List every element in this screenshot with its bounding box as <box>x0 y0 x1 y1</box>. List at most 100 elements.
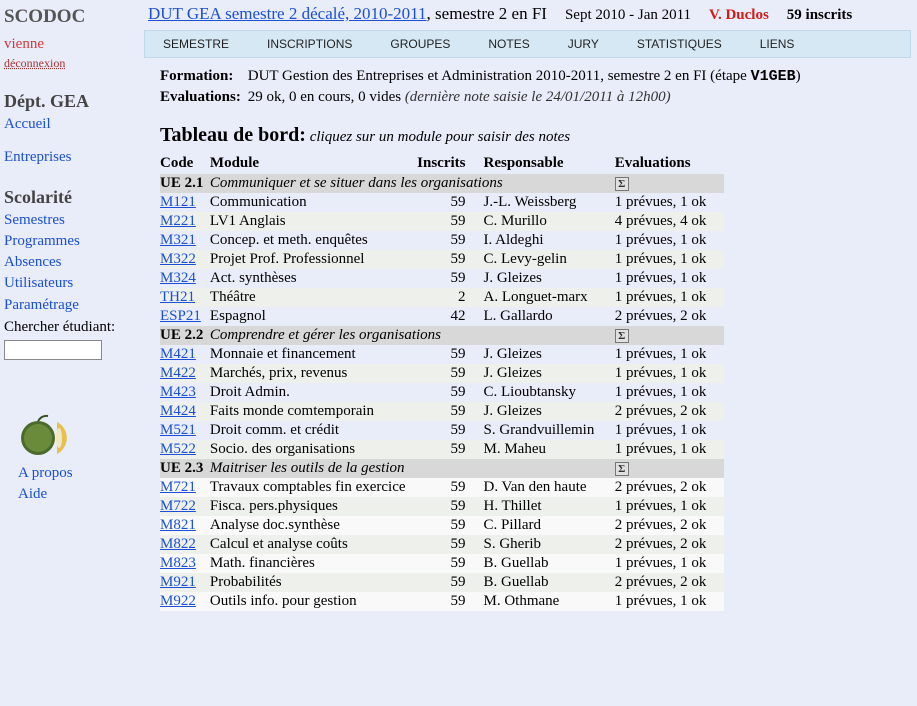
modules-table: Code Module Inscrits Responsable Evaluat… <box>160 153 724 611</box>
module-eval: 1 prévues, 1 ok <box>615 364 724 383</box>
module-eval: 2 prévues, 2 ok <box>615 478 724 497</box>
module-inscrits: 59 <box>417 231 483 250</box>
nav-absences[interactable]: Absences <box>4 252 136 272</box>
ue-code: UE 2.1 <box>160 174 210 193</box>
module-title: Marchés, prix, revenus <box>210 364 417 383</box>
semester-link[interactable]: DUT GEA semestre 2 décalé, 2010-2011 <box>148 4 427 23</box>
nav-parametrage[interactable]: Paramétrage <box>4 295 136 315</box>
module-code-link[interactable]: M424 <box>160 403 196 419</box>
menu-statistiques[interactable]: STATISTIQUES <box>619 35 742 53</box>
module-code-link[interactable]: TH21 <box>160 289 195 305</box>
module-row: M221LV1 Anglais59C. Murillo4 prévues, 4 … <box>160 212 724 231</box>
nav-programmes[interactable]: Programmes <box>4 231 136 251</box>
module-inscrits: 59 <box>417 592 483 611</box>
dashboard-title-block: Tableau de bord: cliquez sur un module p… <box>144 112 911 153</box>
nav-entreprises[interactable]: Entreprises <box>4 147 136 167</box>
module-inscrits: 2 <box>417 288 483 307</box>
module-resp: C. Levy-gelin <box>484 250 615 269</box>
module-row: M721Travaux comptables fin exercice59D. … <box>160 478 724 497</box>
nav-utilisateurs[interactable]: Utilisateurs <box>4 273 136 293</box>
module-eval: 1 prévues, 1 ok <box>615 554 724 573</box>
module-title: Math. financières <box>210 554 417 573</box>
menu-liens[interactable]: LIENS <box>742 35 815 53</box>
module-code-link[interactable]: M521 <box>160 422 196 438</box>
module-resp: B. Guellab <box>484 573 615 592</box>
module-resp: L. Gallardo <box>484 307 615 326</box>
ue-row: UE 2.3Maitriser les outils de la gestion… <box>160 459 724 478</box>
formation-close: ) <box>796 68 801 84</box>
module-code-link[interactable]: M322 <box>160 251 196 267</box>
search-input[interactable] <box>4 340 102 360</box>
module-code-link[interactable]: M421 <box>160 346 196 362</box>
module-code-link[interactable]: M422 <box>160 365 196 381</box>
ue-sigma-cell: Σ <box>615 174 724 193</box>
scolarite-title: Scolarité <box>4 187 136 208</box>
menu-notes[interactable]: NOTES <box>470 35 549 53</box>
ue-desc: Maitriser les outils de la gestion <box>210 459 615 478</box>
module-code-link[interactable]: M423 <box>160 384 196 400</box>
module-eval: 1 prévues, 1 ok <box>615 269 724 288</box>
module-code-link[interactable]: M221 <box>160 213 196 229</box>
module-title: Socio. des organisations <box>210 440 417 459</box>
sigma-icon[interactable]: Σ <box>615 462 629 476</box>
module-inscrits: 59 <box>417 345 483 364</box>
col-module: Module <box>210 153 417 174</box>
logout-link[interactable]: déconnexion <box>4 56 65 71</box>
module-code-link[interactable]: M321 <box>160 232 196 248</box>
module-code-link[interactable]: M522 <box>160 441 196 457</box>
module-eval: 1 prévues, 1 ok <box>615 193 724 212</box>
module-resp: A. Longuet-marx <box>484 288 615 307</box>
module-eval: 1 prévues, 1 ok <box>615 288 724 307</box>
module-resp: J. Gleizes <box>484 345 615 364</box>
module-title: Communication <box>210 193 417 212</box>
module-inscrits: 59 <box>417 516 483 535</box>
module-title: Act. synthèses <box>210 269 417 288</box>
module-title: Monnaie et financement <box>210 345 417 364</box>
module-code-link[interactable]: M721 <box>160 479 196 495</box>
module-code-link[interactable]: M121 <box>160 194 196 210</box>
menu-groupes[interactable]: GROUPES <box>372 35 470 53</box>
nav-apropos[interactable]: A propos <box>18 463 136 483</box>
menu-inscriptions[interactable]: INSCRIPTIONS <box>249 35 372 53</box>
module-code-link[interactable]: M324 <box>160 270 196 286</box>
module-inscrits: 59 <box>417 573 483 592</box>
module-row: M522Socio. des organisations59M. Maheu1 … <box>160 440 724 459</box>
search-label: Chercher étudiant: <box>4 319 136 336</box>
user-name: vienne <box>4 36 136 53</box>
eval-text: 29 ok, 0 en cours, 0 vides <box>248 89 405 105</box>
module-eval: 1 prévues, 1 ok <box>615 592 724 611</box>
module-code-link[interactable]: ESP21 <box>160 308 201 324</box>
semester-dates: Sept 2010 - Jan 2011 <box>565 7 691 24</box>
menu-jury[interactable]: JURY <box>550 35 619 53</box>
module-code-link[interactable]: M821 <box>160 517 196 533</box>
module-code-link[interactable]: M822 <box>160 536 196 552</box>
module-title: Espagnol <box>210 307 417 326</box>
ue-desc: Comprendre et gérer les organisations <box>210 326 615 345</box>
module-inscrits: 59 <box>417 421 483 440</box>
module-code-link[interactable]: M922 <box>160 593 196 609</box>
nav-semestres[interactable]: Semestres <box>4 210 136 230</box>
menu-semestre[interactable]: SEMESTRE <box>145 35 249 53</box>
ue-code: UE 2.2 <box>160 326 210 345</box>
dashboard-subtitle: cliquez sur un module pour saisir des no… <box>310 129 570 145</box>
module-inscrits: 59 <box>417 269 483 288</box>
module-title: LV1 Anglais <box>210 212 417 231</box>
semester-resp: V. Duclos <box>709 7 769 24</box>
module-inscrits: 59 <box>417 383 483 402</box>
module-resp: H. Thillet <box>484 497 615 516</box>
module-eval: 2 prévues, 2 ok <box>615 573 724 592</box>
module-inscrits: 59 <box>417 554 483 573</box>
app-title: SCODOC <box>4 6 136 28</box>
module-code-link[interactable]: M823 <box>160 555 196 571</box>
module-eval: 2 prévues, 2 ok <box>615 535 724 554</box>
logo-wrap: A propos Aide <box>4 410 136 505</box>
nav-aide[interactable]: Aide <box>18 484 136 504</box>
module-title: Travaux comptables fin exercice <box>210 478 417 497</box>
col-inscrits: Inscrits <box>417 153 483 174</box>
module-resp: J. Gleizes <box>484 402 615 421</box>
module-code-link[interactable]: M722 <box>160 498 196 514</box>
sigma-icon[interactable]: Σ <box>615 177 629 191</box>
nav-accueil[interactable]: Accueil <box>4 114 136 134</box>
sigma-icon[interactable]: Σ <box>615 329 629 343</box>
module-code-link[interactable]: M921 <box>160 574 196 590</box>
